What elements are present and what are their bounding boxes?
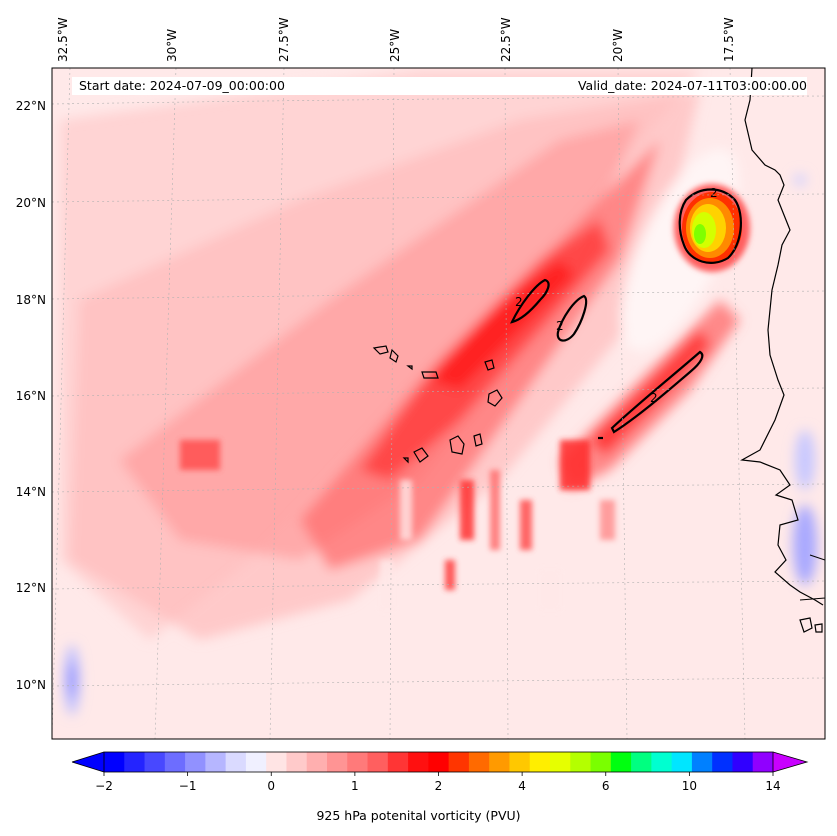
- lat-label-3: 18°N: [16, 293, 46, 307]
- colorbar-cell: [752, 752, 774, 772]
- contour-label-1: 2: [515, 295, 523, 309]
- colorbar-tick-label: 10: [682, 779, 697, 793]
- lon-labels: 32.5°W 30°W 27.5°W 25°W 22.5°W 20°W 17.5…: [56, 17, 736, 62]
- lon-label-4: 25°W: [388, 29, 402, 62]
- colorbar-cell: [266, 752, 287, 772]
- lon-label-2: 30°W: [165, 29, 179, 62]
- lon-label-3: 27.5°W: [277, 17, 291, 62]
- contour-label-4: 2: [710, 186, 718, 200]
- colorbar-cell: [550, 752, 571, 772]
- colorbar-cell: [306, 752, 328, 772]
- pv-field: 2 2 2 2: [52, 68, 825, 739]
- colorbar-cell: [509, 752, 531, 772]
- colorbar-cell: [610, 752, 632, 772]
- colorbar-cell: [286, 752, 308, 772]
- lat-labels: 22°N 20°N 18°N 16°N 14°N 12°N 10°N: [16, 99, 46, 692]
- contour-label-2: 2: [556, 319, 564, 333]
- colorbar-cell: [164, 752, 186, 772]
- lat-label-2: 20°N: [16, 196, 46, 210]
- lat-label-7: 10°N: [16, 678, 46, 692]
- start-date-label: Start date: 2024-07-09_00:00:00: [72, 77, 539, 95]
- colorbar-cell: [712, 752, 733, 772]
- lat-label-4: 16°N: [16, 389, 46, 403]
- colorbar-cell: [651, 752, 673, 772]
- lon-label-5: 22.5°W: [499, 17, 513, 62]
- lat-label-6: 12°N: [16, 581, 46, 595]
- graticule: [52, 68, 825, 739]
- colorbar-cell: [245, 752, 267, 772]
- colorbar-cell: [367, 752, 389, 772]
- colorbar-tick-label: −1: [179, 779, 197, 793]
- colorbar-cell: [124, 752, 146, 772]
- colorbar-high-extend: [773, 752, 807, 772]
- colorbar-cell: [144, 752, 166, 772]
- colorbar-cell: [529, 752, 551, 772]
- colorbar-cell: [468, 752, 490, 772]
- colorbar-cell: [205, 752, 227, 772]
- colorbar-cell: [327, 752, 348, 772]
- pv-contour-2: [510, 188, 742, 440]
- colorbar-cell: [691, 752, 713, 772]
- colorbar-tick-label: 4: [518, 779, 526, 793]
- colorbar-cell: [671, 752, 693, 772]
- colorbar-tick-label: −2: [95, 779, 113, 793]
- colorbar-label: 925 hPa potenital vorticity (PVU): [316, 808, 521, 823]
- colorbar-tick-label: 1: [351, 779, 359, 793]
- contour-label-3: 2: [650, 391, 658, 405]
- colorbar-cell: [225, 752, 247, 772]
- colorbar-cell: [428, 752, 450, 772]
- lon-label-7: 17.5°W: [722, 17, 736, 62]
- map-frame: [51, 67, 826, 740]
- colorbar-cell: [631, 752, 652, 772]
- colorbar-cell: [185, 752, 206, 772]
- colorbar-cell: [387, 752, 409, 772]
- colorbar-cell: [408, 752, 429, 772]
- colorbar-cell: [489, 752, 510, 772]
- colorbar-cell: [347, 752, 369, 772]
- colorbar-cell: [590, 752, 612, 772]
- colorbar-tick-label: 6: [602, 779, 610, 793]
- lon-label-1: 32.5°W: [56, 17, 70, 62]
- lat-label-5: 14°N: [16, 485, 46, 499]
- pv-vortex: [674, 184, 750, 272]
- colorbar-tick-label: 2: [435, 779, 443, 793]
- coastline: [740, 68, 824, 606]
- colorbar-low-extend: [72, 752, 104, 772]
- colorbar-cell: [570, 752, 592, 772]
- colorbar: −2 −1 0 1 2 4 6 10 14: [71, 751, 809, 793]
- cape-verde-islands: [372, 345, 823, 633]
- valid-date-label: Valid_date: 2024-07-11T03:00:00.00: [532, 77, 807, 95]
- lat-label-1: 22°N: [16, 99, 46, 113]
- colorbar-cell: [732, 752, 754, 772]
- lon-label-6: 20°W: [611, 29, 625, 62]
- colorbar-cell: [104, 752, 125, 772]
- colorbar-tick-label: 14: [765, 779, 780, 793]
- colorbar-cell: [448, 752, 470, 772]
- colorbar-tick-label: 0: [267, 779, 275, 793]
